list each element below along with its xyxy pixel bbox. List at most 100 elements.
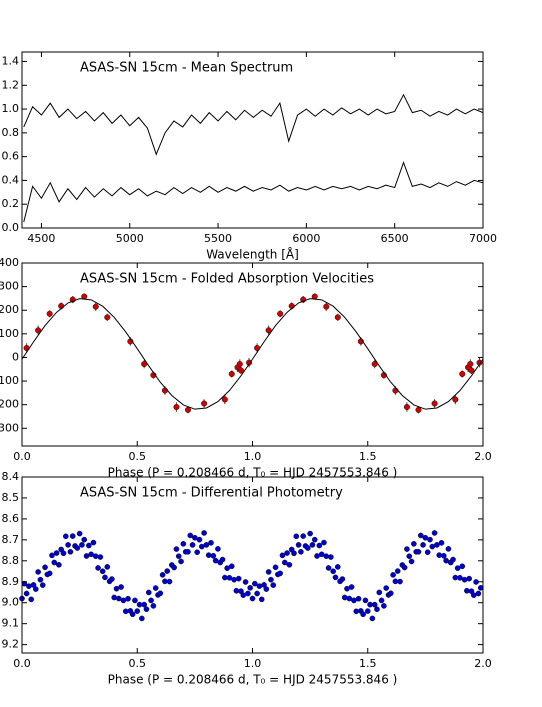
data-point bbox=[141, 601, 147, 608]
data-point bbox=[256, 583, 263, 589]
y-tick-label: 0.8 bbox=[2, 126, 20, 139]
data-point bbox=[210, 552, 217, 559]
data-point bbox=[51, 559, 58, 566]
data-point bbox=[263, 586, 270, 592]
data-point bbox=[67, 549, 74, 555]
data-point bbox=[378, 597, 385, 604]
data-point bbox=[369, 615, 376, 622]
data-point bbox=[109, 576, 115, 582]
x-tick-label: 0.5 bbox=[129, 657, 147, 670]
data-point bbox=[415, 406, 422, 413]
data-point bbox=[184, 406, 191, 413]
data-point bbox=[459, 370, 466, 377]
data-point bbox=[434, 542, 440, 548]
data-point bbox=[321, 539, 327, 546]
data-point bbox=[143, 606, 150, 613]
data-point bbox=[381, 603, 387, 609]
data-point bbox=[360, 611, 366, 618]
data-point bbox=[46, 570, 53, 577]
data-point bbox=[420, 542, 426, 548]
data-point bbox=[42, 564, 48, 571]
data-point bbox=[417, 532, 424, 539]
data-point bbox=[401, 564, 408, 571]
data-point bbox=[427, 536, 433, 543]
data-point bbox=[245, 590, 251, 597]
data-point bbox=[173, 546, 180, 552]
data-point bbox=[316, 542, 323, 549]
data-point bbox=[364, 608, 371, 614]
data-point bbox=[152, 585, 159, 591]
axes-frame bbox=[21, 262, 484, 447]
y-tick-label: 1.2 bbox=[2, 78, 20, 91]
y-tick-label: 0.2 bbox=[2, 197, 20, 210]
data-point bbox=[201, 400, 208, 407]
y-tick-label: 8.9 bbox=[2, 575, 20, 588]
y-tick-label: 1.4 bbox=[2, 55, 20, 68]
data-point bbox=[270, 582, 277, 588]
y-tick-label: -200 bbox=[0, 398, 19, 411]
data-point bbox=[261, 582, 267, 588]
x-tick-label: 0.5 bbox=[129, 450, 147, 463]
data-point bbox=[92, 303, 99, 310]
data-point bbox=[187, 532, 194, 539]
data-point bbox=[30, 582, 37, 588]
data-point bbox=[189, 542, 196, 548]
data-point bbox=[74, 545, 81, 551]
data-point bbox=[46, 310, 53, 317]
data-point bbox=[305, 545, 311, 551]
data-point bbox=[178, 558, 184, 565]
data-point bbox=[62, 533, 69, 540]
data-point bbox=[268, 576, 274, 583]
data-point bbox=[298, 549, 304, 555]
data-point bbox=[201, 530, 207, 536]
data-point bbox=[415, 549, 422, 555]
data-point bbox=[330, 568, 336, 575]
data-point bbox=[129, 611, 136, 618]
data-point bbox=[279, 552, 286, 559]
data-point bbox=[323, 303, 330, 310]
data-point bbox=[431, 400, 438, 407]
data-point bbox=[334, 564, 341, 570]
x-tick-label: 1.0 bbox=[244, 450, 262, 463]
data-point bbox=[328, 554, 334, 560]
data-point bbox=[122, 608, 129, 615]
y-tick-label: 0.0 bbox=[2, 221, 20, 234]
data-point bbox=[307, 530, 313, 537]
x-tick-label: 0.0 bbox=[13, 657, 31, 670]
data-point bbox=[132, 597, 138, 604]
data-point bbox=[376, 589, 383, 596]
data-point bbox=[362, 597, 369, 604]
data-point bbox=[291, 550, 297, 557]
data-point bbox=[286, 561, 293, 568]
y-tick-label: 9.0 bbox=[2, 596, 20, 609]
y-tick-label: -300 bbox=[0, 421, 19, 434]
data-point bbox=[300, 533, 307, 539]
data-point bbox=[438, 539, 445, 546]
data-point bbox=[33, 586, 39, 592]
axes-frame bbox=[21, 476, 484, 654]
y-tick-label: 8.7 bbox=[2, 533, 20, 546]
data-point bbox=[69, 533, 76, 539]
data-point bbox=[86, 542, 92, 549]
data-point bbox=[445, 546, 452, 552]
data-point bbox=[332, 574, 339, 581]
data-point bbox=[79, 542, 85, 548]
chart-title: ASAS-SN 15cm - Differential Photometry bbox=[80, 486, 343, 501]
data-point bbox=[353, 608, 360, 615]
data-point bbox=[215, 546, 221, 552]
chart-title: ASAS-SN 15cm - Mean Spectrum bbox=[80, 61, 293, 76]
x-tick-label: 1.5 bbox=[359, 657, 377, 670]
y-tick-label: 0 bbox=[12, 350, 19, 363]
y-tick-label: 300 bbox=[0, 280, 19, 293]
y-tick-label: 9.2 bbox=[2, 638, 20, 651]
data-point bbox=[311, 536, 318, 543]
data-point bbox=[28, 596, 35, 603]
data-point bbox=[431, 530, 438, 536]
data-point bbox=[196, 536, 203, 543]
data-point bbox=[228, 370, 235, 377]
data-point bbox=[293, 533, 300, 540]
data-point bbox=[436, 552, 443, 558]
data-point bbox=[125, 595, 131, 602]
data-point bbox=[35, 569, 41, 575]
x-tick-label: 6500 bbox=[381, 232, 409, 245]
